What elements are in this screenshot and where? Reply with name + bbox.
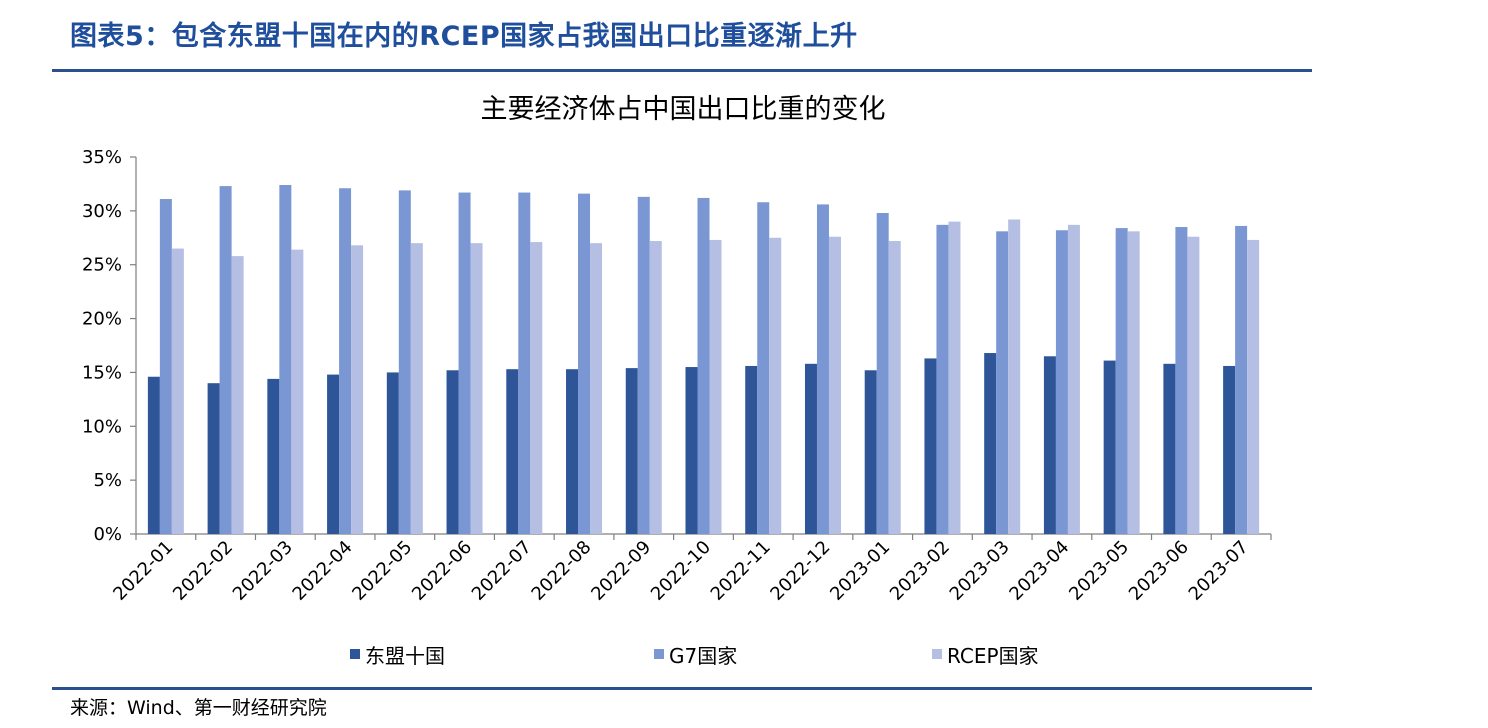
bar-1 [1043, 356, 1056, 534]
bar-3 [1127, 231, 1140, 534]
chart-title: 主要经济体占中国出口比重的变化 [481, 94, 886, 125]
bar-1 [327, 374, 340, 534]
bar-2 [1115, 228, 1128, 534]
legend-swatch [932, 649, 942, 659]
bar-3 [709, 239, 722, 534]
bar-1 [147, 376, 160, 534]
bar-2 [637, 196, 650, 534]
y-tick-label: 5% [93, 470, 122, 491]
bar-3 [1187, 236, 1200, 535]
bar-3 [291, 249, 304, 535]
bar-3 [171, 248, 184, 535]
bar-3 [590, 243, 603, 534]
bar-1 [1163, 363, 1176, 534]
legend-label: 东盟十国 [365, 644, 445, 668]
x-tick-label: 2023-03 [946, 537, 1014, 605]
x-tick-label: 2022-06 [408, 537, 476, 605]
x-tick-label: 2022-07 [468, 537, 536, 605]
bar-3 [888, 241, 901, 534]
legend-label: G7国家 [669, 644, 737, 668]
bar-2 [458, 192, 471, 534]
bar-3 [1067, 224, 1080, 535]
y-tick-label: 10% [82, 416, 122, 437]
x-tick-label: 2022-05 [348, 537, 416, 605]
bar-2 [1235, 225, 1248, 535]
x-tick-label: 2022-11 [707, 537, 775, 605]
bar-1 [207, 383, 220, 534]
bar-2 [816, 204, 829, 534]
bar-1 [1103, 360, 1116, 534]
x-tick-label: 2022-02 [169, 537, 237, 605]
source-note: 来源：Wind、第一财经研究院 [70, 697, 327, 719]
bar-1 [1223, 365, 1236, 534]
y-tick-label: 15% [82, 362, 122, 383]
bar-2 [159, 199, 172, 534]
y-tick-label: 20% [82, 309, 122, 330]
bar-1 [446, 370, 459, 534]
bar-2 [518, 192, 531, 534]
x-tick-label: 2022-01 [109, 537, 177, 605]
bar-2 [219, 186, 232, 534]
legend-swatch [654, 649, 664, 659]
bar-3 [470, 243, 483, 534]
bar-2 [398, 190, 411, 535]
bar-1 [804, 363, 817, 534]
bar-1 [506, 369, 519, 534]
x-tick-label: 2023-01 [826, 537, 894, 605]
x-tick-label: 2023-02 [886, 537, 954, 605]
legend-swatch [350, 649, 360, 659]
bar-1 [864, 370, 877, 534]
bar-1 [267, 378, 280, 534]
bar-3 [1247, 239, 1260, 534]
bar-3 [948, 221, 961, 534]
bar-2 [339, 188, 352, 535]
x-tick-label: 2023-04 [1005, 537, 1073, 605]
bar-1 [924, 358, 937, 534]
bar-2 [996, 231, 1009, 534]
y-tick-label: 0% [93, 524, 122, 545]
bar-2 [697, 197, 710, 534]
bar-1 [625, 368, 638, 534]
bar-2 [279, 185, 292, 534]
bar-3 [351, 245, 364, 534]
bar-1 [745, 365, 758, 534]
bar-1 [984, 353, 997, 534]
bar-3 [1008, 219, 1021, 534]
x-tick-label: 2022-09 [587, 537, 655, 605]
x-tick-label: 2022-03 [229, 537, 297, 605]
bar-2 [578, 193, 591, 534]
x-tick-label: 2022-12 [766, 537, 834, 605]
bar-2 [936, 224, 949, 535]
x-tick-label: 2022-08 [528, 537, 596, 605]
bar-3 [828, 236, 841, 535]
y-tick-label: 30% [82, 201, 122, 222]
x-tick-label: 2023-06 [1125, 537, 1193, 605]
x-tick-label: 2022-10 [647, 537, 715, 605]
bar-1 [386, 372, 399, 534]
x-tick-label: 2022-04 [289, 537, 357, 605]
x-tick-label: 2023-05 [1065, 537, 1133, 605]
bar-3 [410, 243, 423, 534]
bar-1 [566, 369, 579, 534]
bar-3 [530, 242, 543, 534]
bar-3 [769, 237, 782, 535]
bar-1 [685, 367, 698, 534]
y-tick-label: 35% [82, 147, 122, 168]
bar-2 [1055, 230, 1068, 534]
bar-2 [757, 202, 770, 535]
legend-label: RCEP国家 [947, 644, 1039, 668]
y-tick-label: 25% [82, 255, 122, 276]
bottom-divider [52, 687, 1312, 690]
bar-2 [876, 213, 889, 535]
bar-2 [1175, 227, 1188, 534]
page-title: 图表5：包含东盟十国在内的RCEP国家占我国出口比重逐渐上升 [70, 21, 858, 52]
top-divider [52, 69, 1312, 72]
bar-3 [649, 241, 662, 534]
x-tick-label: 2023-07 [1185, 537, 1253, 605]
bar-3 [231, 256, 244, 534]
